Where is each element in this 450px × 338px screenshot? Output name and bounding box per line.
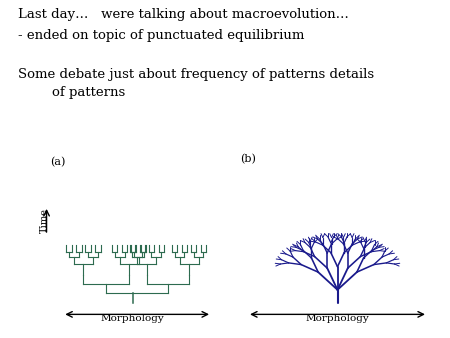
Text: Time: Time xyxy=(40,208,49,233)
Text: (b): (b) xyxy=(240,154,256,165)
Text: (a): (a) xyxy=(50,157,65,168)
Text: Morphology: Morphology xyxy=(306,314,369,323)
Text: Last day…   were talking about macroevolution…: Last day… were talking about macroevolut… xyxy=(18,8,349,21)
Text: Morphology: Morphology xyxy=(101,314,165,323)
Text: Some debate just about frequency of patterns details: Some debate just about frequency of patt… xyxy=(18,68,374,80)
Text: - ended on topic of punctuated equilibrium: - ended on topic of punctuated equilibri… xyxy=(18,29,304,42)
Text: of patterns: of patterns xyxy=(18,86,125,99)
